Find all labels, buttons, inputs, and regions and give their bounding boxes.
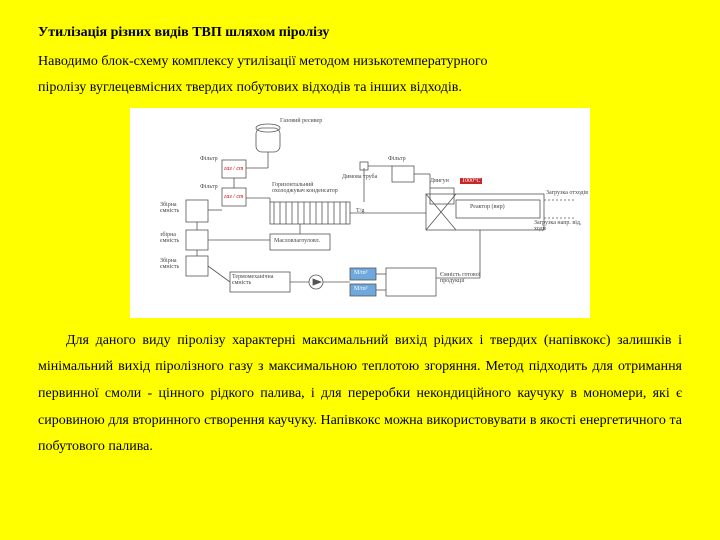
intro-text: Наводимо блок-схему комплексу утилізації… xyxy=(38,49,682,102)
label-loading: Загрузка отходів xyxy=(546,190,588,196)
label-reactor: Реактор (вир) xyxy=(470,204,505,210)
conclusion-paragraph: Для даного виду піролізу характерні макс… xyxy=(38,328,682,461)
label-filter-top-sub: газ / сm xyxy=(224,166,243,172)
label-oil-trap: Масловлагоуловл. xyxy=(274,238,320,244)
label-tank3: Збірна ємність xyxy=(160,258,184,270)
intro-line-2: піролізу вуглецевмісних твердих побутови… xyxy=(38,80,462,95)
label-tank2: збірна ємність xyxy=(160,232,184,244)
page-title: Утилізація різних видів ТВП шляхом пірол… xyxy=(38,20,682,47)
label-thermo: Термомеханічна ємність xyxy=(232,274,288,286)
label-filter-mid-sub: газ / сm xyxy=(224,194,243,200)
label-filter-top: Фільтр xyxy=(200,156,218,162)
label-tg: Т/g xyxy=(356,208,364,214)
block-scheme-diagram: Газовий ресивер Фільтр газ / сm Фільтр г… xyxy=(130,108,590,318)
label-tank1: Збірна ємність xyxy=(160,202,184,214)
label-product-tank: Ємність готової продукції xyxy=(440,272,490,284)
label-m3b: М/m³ xyxy=(354,286,367,292)
label-filter-right: Фільтр xyxy=(388,156,406,162)
label-condenser: Горизонтальний охолоджувач конденсатор xyxy=(272,182,342,194)
label-engine-temp: 1000°С xyxy=(460,178,482,184)
label-smoke-pipe: Димова труба xyxy=(342,174,377,180)
label-m3a: М/m³ xyxy=(354,270,367,276)
intro-line-1: Наводимо блок-схему комплексу утилізації… xyxy=(38,54,487,69)
label-gas-receiver: Газовий ресивер xyxy=(280,118,322,124)
label-filter-mid: Фільтр xyxy=(200,184,218,190)
label-engine: Двигун xyxy=(430,178,449,184)
label-loading2: Загрузка напр. від, ходи xyxy=(534,220,584,232)
